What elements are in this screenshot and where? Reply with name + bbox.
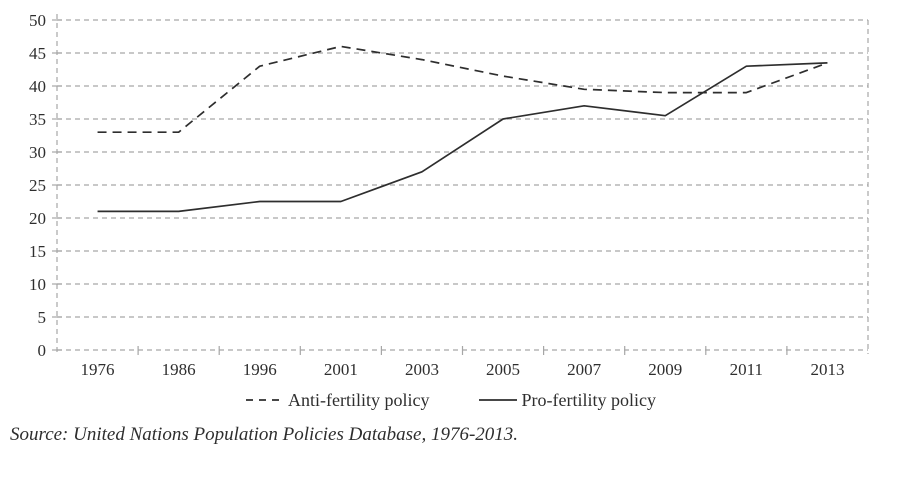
chart-legend: Anti-fertility policy Pro-fertility poli…: [0, 388, 900, 412]
legend-item-anti-fertility: Anti-fertility policy: [244, 390, 429, 411]
svg-text:5: 5: [38, 308, 47, 327]
dashed-line-sample: [246, 399, 285, 401]
legend-label-anti-fertility: Anti-fertility policy: [288, 389, 430, 410]
svg-text:2001: 2001: [324, 360, 358, 379]
x-axis-labels: 1976 1986 1996 2001 2003 2005 2007 2009 2011 2013: [81, 360, 845, 379]
svg-text:2009: 2009: [648, 360, 682, 379]
y-axis-labels: 0 5 10 15 20 25 30 35 40 45 50: [29, 11, 46, 360]
svg-text:45: 45: [29, 44, 46, 63]
svg-text:2003: 2003: [405, 360, 439, 379]
legend-item-pro-fertility: Pro-fertility policy: [477, 389, 656, 411]
svg-text:40: 40: [29, 77, 46, 96]
solid-line-sample: [479, 399, 518, 401]
line-chart: 0 5 10 15 20 25 30 35 40 45 50 1976 1986 1996 2001 2003…: [29, 11, 869, 379]
svg-text:1996: 1996: [243, 360, 277, 379]
svg-text:2013: 2013: [810, 360, 844, 379]
series-pro-fertility-policy: [97, 62, 828, 213]
legend-label-pro-fertility: Pro-fertility policy: [521, 389, 656, 410]
svg-text:15: 15: [29, 242, 46, 261]
svg-text:0: 0: [38, 341, 47, 360]
svg-text:50: 50: [29, 11, 46, 30]
y-gridlines: [57, 19, 868, 351]
svg-text:35: 35: [29, 110, 46, 129]
series-anti-fertility-policy: [97, 45, 828, 134]
svg-text:30: 30: [29, 143, 46, 162]
svg-text:1976: 1976: [81, 360, 115, 379]
svg-text:2007: 2007: [567, 360, 602, 379]
svg-text:1986: 1986: [162, 360, 196, 379]
svg-text:10: 10: [29, 275, 46, 294]
svg-text:20: 20: [29, 209, 46, 228]
source-note: Source: United Nations Population Polici…: [10, 424, 519, 445]
svg-text:2005: 2005: [486, 360, 520, 379]
axis-ticks: [52, 19, 788, 355]
svg-text:2011: 2011: [730, 360, 763, 379]
svg-text:25: 25: [29, 176, 46, 195]
